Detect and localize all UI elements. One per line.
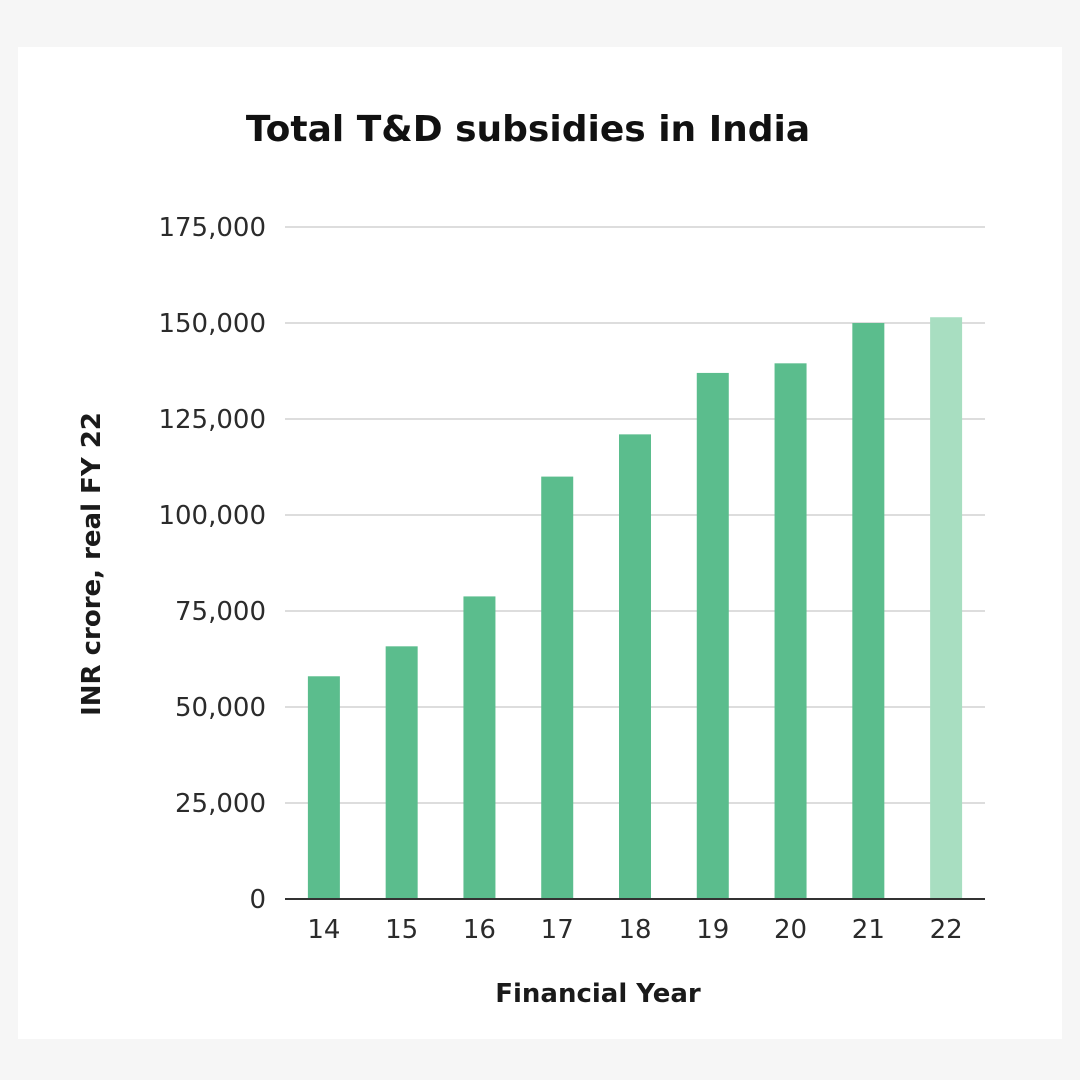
y-tick-label: 25,000 — [175, 789, 266, 819]
y-tick-label: 150,000 — [158, 309, 266, 339]
y-tick-label: 75,000 — [175, 597, 266, 627]
bar-20 — [774, 363, 807, 899]
y-tick-label: 50,000 — [175, 693, 266, 723]
y-axis-title: INR crore, real FY 22 — [77, 412, 107, 716]
chart-title: Total T&D subsidies in India — [246, 109, 810, 150]
chart-card — [18, 47, 1062, 1039]
x-tick-label: 20 — [774, 915, 807, 945]
x-tick-label: 16 — [463, 915, 496, 945]
bar-22 — [930, 317, 963, 899]
x-tick-label: 15 — [385, 915, 418, 945]
y-tick-label: 0 — [249, 885, 266, 915]
y-axis-ticks: 0 25,000 50,000 75,000 100,000 125,000 150,000… — [158, 213, 266, 915]
x-axis-ticks: 14 15 16 17 18 19 20 21 22 — [307, 915, 962, 945]
y-tick-label: 125,000 — [158, 405, 266, 435]
x-tick-label: 17 — [541, 915, 574, 945]
y-tick-label: 100,000 — [158, 501, 266, 531]
x-tick-label: 14 — [307, 915, 340, 945]
bar-19 — [696, 372, 729, 899]
x-tick-label: 21 — [852, 915, 885, 945]
x-tick-label: 19 — [696, 915, 729, 945]
bar-15 — [385, 646, 418, 899]
y-tick-label: 175,000 — [158, 213, 266, 243]
x-axis-title: Financial Year — [495, 979, 701, 1009]
bar-21 — [852, 323, 885, 899]
bar-14 — [307, 676, 340, 899]
x-tick-label: 22 — [930, 915, 963, 945]
bar-18 — [619, 434, 651, 899]
bar-16 — [463, 596, 496, 899]
bar-17 — [541, 476, 574, 899]
bars — [307, 317, 963, 899]
x-tick-label: 18 — [618, 915, 651, 945]
